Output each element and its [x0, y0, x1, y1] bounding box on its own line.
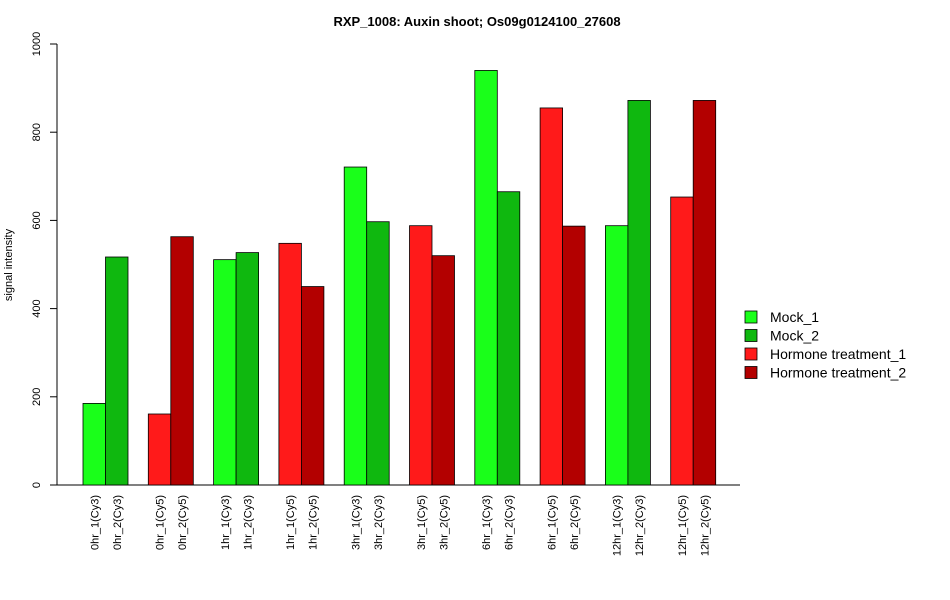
y-axis-label: signal intensity [3, 228, 15, 301]
chart-title: RXP_1008: Auxin shoot; Os09g0124100_2760… [333, 14, 620, 29]
y-tick-label: 800 [31, 123, 43, 141]
x-tick-label: 0hr_1(Cy5) [155, 495, 167, 550]
legend: Mock_1 Mock_2 Hormone treatment_1 Hormone t… [744, 309, 906, 381]
bar [431, 255, 455, 486]
x-tick-label: 6hr_1(Cy5) [546, 495, 558, 550]
bar [278, 242, 302, 486]
bar [562, 225, 586, 486]
x-tick-label: 0hr_1(Cy3) [89, 495, 101, 550]
y-tick-label: 0 [31, 482, 43, 488]
bar [82, 403, 106, 486]
legend-label: Mock_2 [770, 328, 819, 344]
x-tick-label: 12hr_2(Cy3) [634, 495, 646, 556]
bar [605, 225, 629, 486]
x-tick-labels: 0hr_1(Cy3) 0hr_2(Cy3) 0hr_1(Cy5) 0hr_2(Cy5)… [89, 495, 711, 556]
x-tick-label: 12hr_1(Cy5) [677, 495, 689, 556]
bar [366, 221, 390, 486]
x-tick-label: 0hr_2(Cy5) [177, 495, 189, 550]
x-tick-label: 6hr_2(Cy5) [569, 495, 581, 550]
legend-label: Mock_1 [770, 309, 819, 325]
legend-swatch [744, 347, 758, 361]
y-tick-label: 1000 [31, 32, 43, 56]
y-tick-label: 400 [31, 299, 43, 317]
x-tick-label: 1hr_1(Cy5) [285, 495, 297, 550]
bar [170, 236, 194, 486]
bar [692, 100, 717, 486]
x-tick-label: 3hr_2(Cy5) [438, 495, 450, 550]
y-tick-label: 200 [31, 388, 43, 406]
x-tick-label: 3hr_2(Cy3) [373, 495, 385, 550]
x-tick-label: 12hr_2(Cy5) [699, 495, 711, 556]
bar [409, 225, 433, 486]
bar [670, 196, 694, 486]
legend-swatch [744, 310, 758, 324]
bar [343, 166, 368, 486]
x-tick-label: 3hr_1(Cy3) [350, 495, 362, 550]
x-tick-label: 1hr_1(Cy3) [220, 495, 232, 550]
bar [147, 413, 172, 486]
legend-swatch [744, 329, 758, 342]
x-tick-label: 12hr_1(Cy3) [612, 495, 624, 556]
x-tick-label: 0hr_2(Cy3) [112, 495, 124, 550]
legend-label: Hormone treatment_1 [770, 346, 906, 362]
legend-label: Hormone treatment_2 [770, 365, 906, 381]
bars [82, 70, 717, 486]
bar [105, 256, 129, 486]
bar [539, 107, 563, 486]
x-tick-label: 6hr_1(Cy3) [481, 495, 493, 550]
bar [213, 259, 237, 486]
bar [627, 100, 651, 486]
bar [235, 252, 260, 486]
x-tick-label: 1hr_2(Cy5) [308, 495, 320, 550]
bar [300, 286, 325, 486]
bar [474, 70, 498, 486]
legend-swatch [744, 366, 758, 379]
bar [496, 191, 521, 486]
y-axis: 0 200 400 600 800 1000 [31, 32, 58, 488]
x-tick-label: 3hr_1(Cy5) [416, 495, 428, 550]
x-tick-label: 6hr_2(Cy3) [504, 495, 516, 550]
y-tick-label: 600 [31, 211, 43, 229]
x-tick-label: 1hr_2(Cy3) [242, 495, 254, 550]
